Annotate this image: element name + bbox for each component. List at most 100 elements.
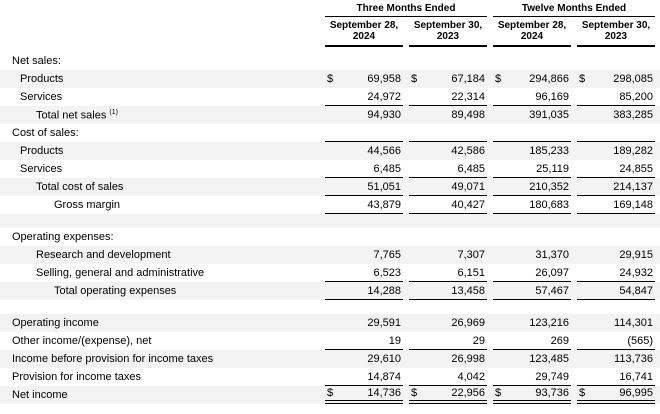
date-line1: September 30, xyxy=(581,20,651,31)
col-header-q-2024: September 28, 2024 xyxy=(325,19,403,47)
date-header-row: September 28, 2024 September 30, 2023 Se… xyxy=(0,19,660,47)
cell-value: 24,972 xyxy=(325,88,403,106)
cell-value: 26,097 xyxy=(493,264,571,282)
cell-number: 169,148 xyxy=(613,198,653,211)
cell-value: 85,200 xyxy=(577,88,655,106)
cell-value: 114,301 xyxy=(577,314,655,332)
cell-value xyxy=(577,52,655,70)
table-row: Research and development 7,765 7,307 31,370… xyxy=(0,246,660,264)
cell-value: 189,282 xyxy=(577,142,655,160)
cell-value: 44,566 xyxy=(325,142,403,160)
col-header-q-2023: September 30, 2023 xyxy=(409,19,487,47)
cell-value: 31,370 xyxy=(493,246,571,264)
table-row: Net sales: xyxy=(0,52,660,70)
cell-value: 169,148 xyxy=(577,196,655,214)
cell-number: 29,915 xyxy=(619,249,653,261)
date-line2: 2023 xyxy=(436,31,460,42)
cell-number: 114,301 xyxy=(614,317,653,329)
cell-number: 383,285 xyxy=(613,109,653,121)
cell-number: 14,736 xyxy=(367,387,401,399)
cell-value: 14,288 xyxy=(325,282,403,300)
row-label: Selling, general and administrative xyxy=(36,267,205,279)
cell-value xyxy=(325,124,403,142)
dollar-sign: $ xyxy=(579,387,586,399)
table-row: Net income $14,736 $22,956 $93,736 $96,995 xyxy=(0,386,660,404)
cell-number: 7,765 xyxy=(373,249,401,261)
cell-value: 6,485 xyxy=(409,160,487,178)
cell-value: 19 xyxy=(325,332,403,350)
table-row: Total net sales (1) 94,930 89,498 391,035 38… xyxy=(0,106,660,124)
cell-value: 6,151 xyxy=(409,264,487,282)
spacer-row xyxy=(0,214,660,228)
date-line1: September 30, xyxy=(413,20,483,31)
cell-value: 16,741 xyxy=(577,368,655,386)
cell-number: 40,427 xyxy=(451,198,485,211)
date-line2: 2023 xyxy=(604,31,628,42)
row-label: Research and development xyxy=(36,249,171,261)
cell-number: 89,498 xyxy=(451,109,485,121)
spacer-row xyxy=(0,300,660,314)
cell-number: 29,610 xyxy=(367,353,401,365)
cell-value: 6,523 xyxy=(325,264,403,282)
row-label: Products xyxy=(20,73,64,85)
cell-number: 19 xyxy=(388,334,401,347)
cell-value: 29 xyxy=(409,332,487,350)
cell-value: 26,969 xyxy=(409,314,487,332)
table-row: Services 6,485 6,485 25,119 24,855 xyxy=(0,160,660,178)
cell-value: 113,736 xyxy=(577,350,655,368)
cell-value: 29,749 xyxy=(493,368,571,386)
cell-value: 29,610 xyxy=(325,350,403,368)
cell-number: 93,736 xyxy=(535,387,569,399)
cell-value: 94,930 xyxy=(325,106,403,124)
cell-number: 210,352 xyxy=(529,180,569,193)
cell-number: 294,866 xyxy=(529,73,569,85)
cell-number: 4,042 xyxy=(457,370,485,383)
col-group-twelve-months: Twelve Months Ended xyxy=(493,3,655,17)
cell-value: 383,285 xyxy=(577,106,655,124)
cell-value: 22,314 xyxy=(409,88,487,106)
cell-number: 14,288 xyxy=(367,284,401,297)
table-row: Products $69,958 $67,184 $294,866 $298,085 xyxy=(0,70,660,88)
cell-value: 6,485 xyxy=(325,160,403,178)
cell-value: 24,932 xyxy=(577,264,655,282)
cell-value xyxy=(493,52,571,70)
row-label: Services xyxy=(20,91,63,103)
cell-number: 43,879 xyxy=(367,198,401,211)
cell-value: 57,467 xyxy=(493,282,571,300)
col-header-fy-2023: September 30, 2023 xyxy=(577,19,655,47)
dollar-sign: $ xyxy=(327,73,334,85)
cell-value: 7,765 xyxy=(325,246,403,264)
dollar-sign: $ xyxy=(411,387,418,399)
date-line1: September 28, xyxy=(329,20,399,31)
cell-number: 69,958 xyxy=(367,73,401,85)
cell-number: 29 xyxy=(472,334,485,347)
cell-value: 42,586 xyxy=(409,142,487,160)
cell-value: 269 xyxy=(493,332,571,350)
cell-value: 210,352 xyxy=(493,178,571,196)
dollar-sign: $ xyxy=(579,73,586,85)
cell-value: 49,071 xyxy=(409,178,487,196)
cell-number: 42,586 xyxy=(451,145,485,157)
cell-number: 16,741 xyxy=(619,370,653,383)
cell-number: 185,233 xyxy=(529,145,569,157)
cell-number: 22,956 xyxy=(451,387,485,399)
cell-value: $298,085 xyxy=(577,70,655,88)
cell-value xyxy=(409,124,487,142)
row-label: Operating expenses: xyxy=(12,231,114,243)
cell-value xyxy=(577,228,655,246)
col-group-label: Three Months Ended xyxy=(356,3,456,14)
date-line2: 2024 xyxy=(520,31,544,42)
col-group-label: Twelve Months Ended xyxy=(521,3,627,14)
table-row: Income before provision for income taxes… xyxy=(0,350,660,368)
cell-number: 96,169 xyxy=(535,90,569,103)
row-label: Cost of sales: xyxy=(12,127,79,139)
label-column-spacer xyxy=(0,19,319,47)
footnote-ref: (1) xyxy=(109,108,118,116)
cell-number: 13,458 xyxy=(451,284,485,297)
cell-number: 189,282 xyxy=(613,145,653,157)
table-row: Services 24,972 22,314 96,169 85,200 xyxy=(0,88,660,106)
cell-value: 40,427 xyxy=(409,196,487,214)
cell-number: 94,930 xyxy=(367,109,401,121)
row-label: Total net sales (1) xyxy=(36,108,118,122)
cell-value: 24,855 xyxy=(577,160,655,178)
